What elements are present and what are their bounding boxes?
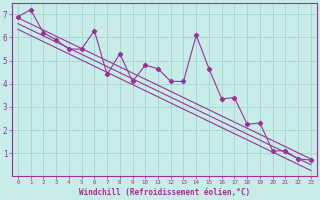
X-axis label: Windchill (Refroidissement éolien,°C): Windchill (Refroidissement éolien,°C) (79, 188, 250, 197)
